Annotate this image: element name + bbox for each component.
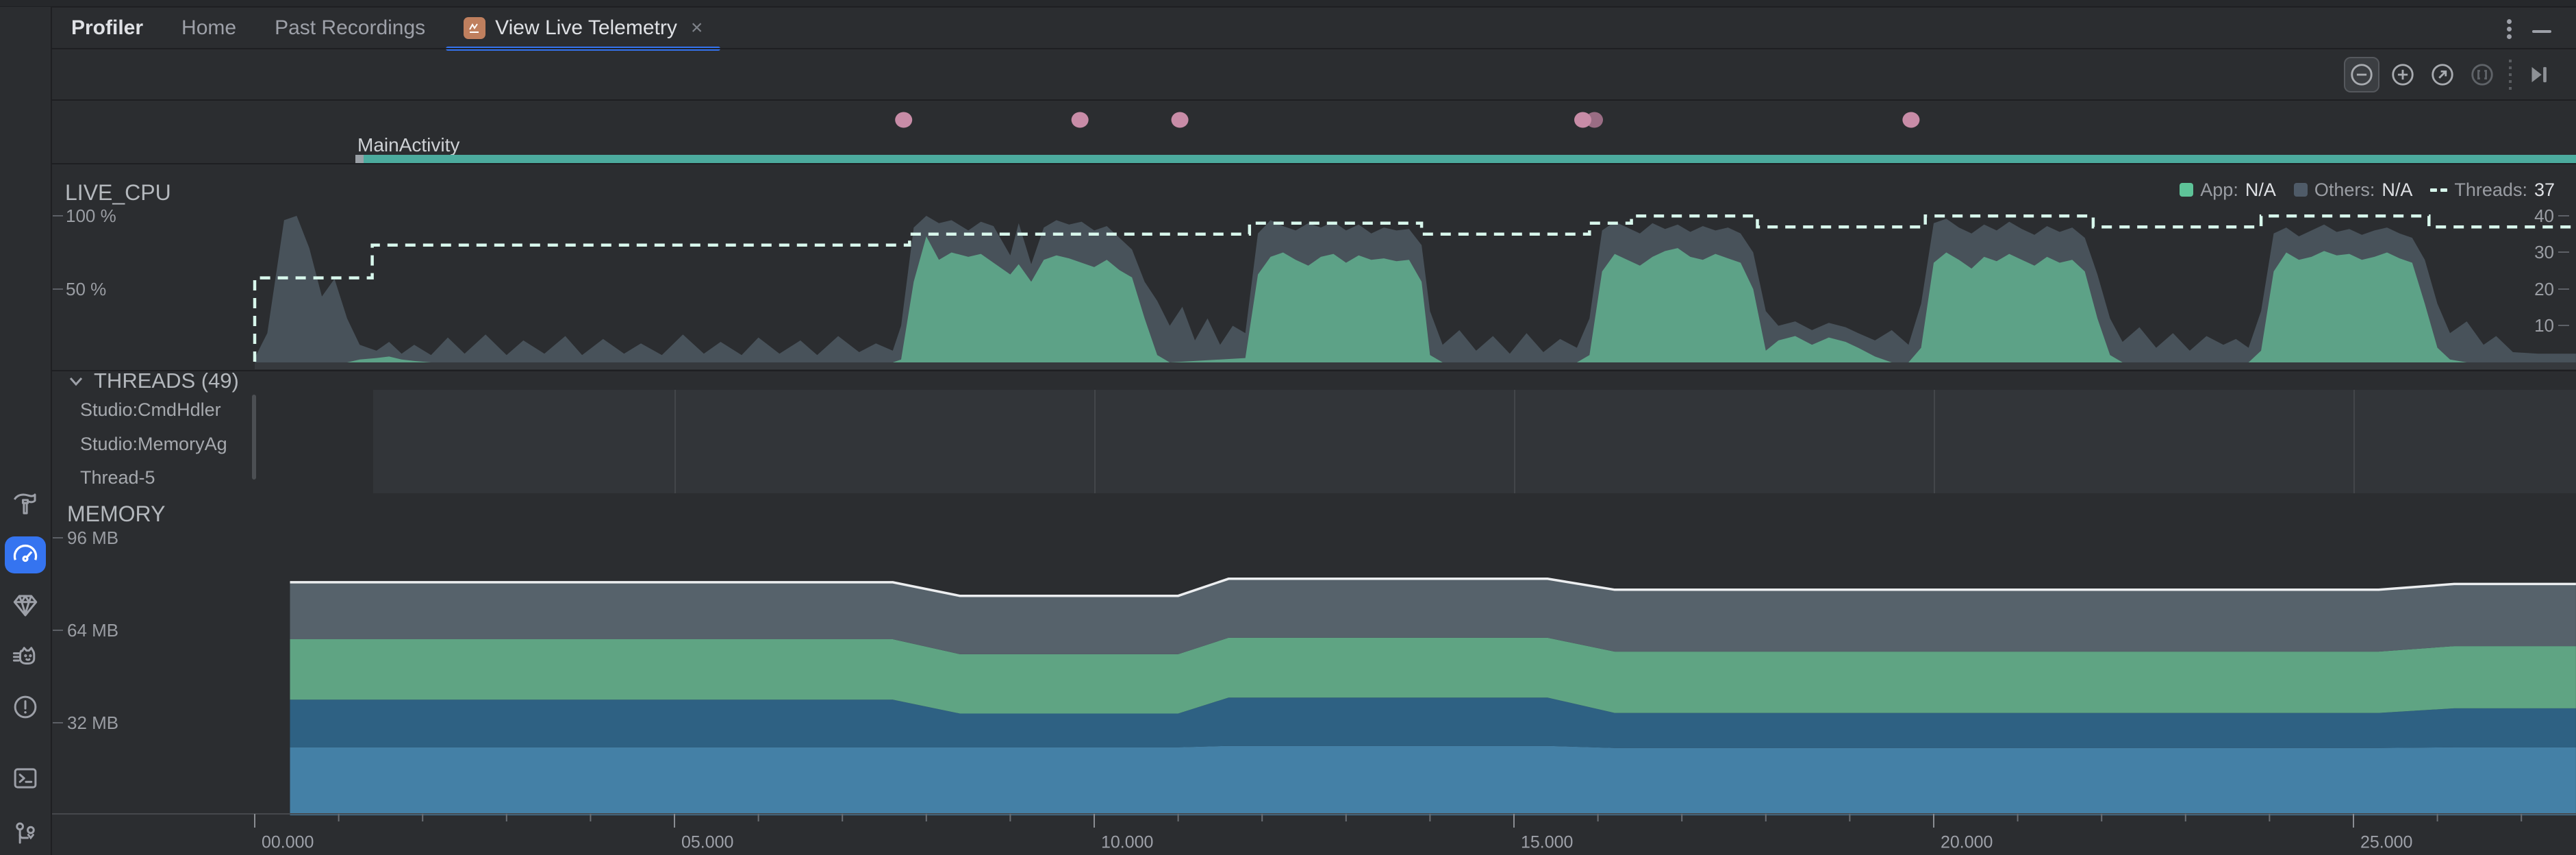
threads-gridline <box>1094 390 1096 493</box>
cpu-legend: App: N/A Others: N/A Threads: 37 <box>2180 179 2555 200</box>
timeline-label: 05.000 <box>681 833 733 852</box>
timeline-label: 20.000 <box>1941 833 1993 852</box>
cpu-section-title: LIVE_CPU <box>65 180 171 205</box>
cpu-axis-label: 100 % <box>66 206 116 226</box>
thread-row-thread-5[interactable]: Thread-5 <box>80 467 155 488</box>
legend-value: N/A <box>2382 179 2413 200</box>
threads-scrollbar[interactable] <box>252 395 256 480</box>
timeline-label: 10.000 <box>1101 833 1153 852</box>
memory-section-title: MEMORY <box>67 501 166 526</box>
threads-axis-label: 20 <box>2534 278 2554 299</box>
legend-value: N/A <box>2245 179 2276 200</box>
zoom-out-icon <box>2351 64 2373 86</box>
threads-gridline <box>674 390 676 493</box>
legend-label: Threads: <box>2454 179 2527 200</box>
threads-section-title[interactable]: THREADS (49) <box>94 369 239 393</box>
cpu-axis-tick <box>53 215 63 216</box>
sidebar-divider <box>51 7 52 855</box>
legend-label: App: <box>2200 179 2238 200</box>
tool-window-title: Profiler <box>71 16 144 39</box>
threads-axis-tick <box>2558 215 2569 217</box>
titlebar-divider <box>0 6 2576 8</box>
legend-value: 37 <box>2534 179 2555 200</box>
threads-axis-label: 10 <box>2534 314 2554 336</box>
telemetry-chart-icon <box>464 16 486 39</box>
tab-label: View Live Telemetry <box>495 16 677 39</box>
profiler-gauge-icon[interactable] <box>5 536 46 573</box>
threads-gridline <box>2353 390 2355 493</box>
memory-axis-label: 64 MB <box>67 619 119 641</box>
toolbar-separator <box>2509 60 2512 90</box>
tab-close-icon[interactable]: × <box>690 16 703 39</box>
threads-gridline <box>1514 390 1515 493</box>
cpu-usage-chart[interactable] <box>0 164 2576 380</box>
zoom-in-icon <box>2392 64 2414 86</box>
tab-label: Home <box>181 16 237 39</box>
event-track[interactable] <box>52 101 2576 163</box>
activity-lifecycle-bar[interactable] <box>364 155 2576 163</box>
tab-view-live-telemetry[interactable]: View Live Telemetry × <box>446 16 721 51</box>
event-markers <box>895 112 1920 128</box>
cpu-threads-divider <box>0 370 2576 371</box>
cpu-axis-label: 50 % <box>66 279 107 299</box>
threads-axis-tick <box>2558 251 2569 253</box>
legend-item-threads: Threads: 37 <box>2430 179 2555 201</box>
zoom-out-button[interactable] <box>2344 57 2379 92</box>
zoom-to-selection-icon <box>2471 64 2493 86</box>
threads-axis-label: 40 <box>2534 206 2554 227</box>
terminal-icon[interactable] <box>11 764 40 793</box>
git-branch-icon[interactable] <box>11 819 40 847</box>
threads-track-panel[interactable] <box>373 390 2576 493</box>
memory-usage-chart[interactable]: 00.000 05.000 10.000 15.000 20.000 25.000 <box>0 534 2576 855</box>
legend-swatch <box>2293 183 2308 197</box>
timeline-label: 25.000 <box>2360 833 2412 852</box>
threads-axis-label: 30 <box>2534 242 2554 263</box>
memory-axis-label: 96 MB <box>67 527 119 548</box>
thread-row-studio-memoryag[interactable]: Studio:MemoryAg <box>80 433 227 454</box>
activity-label: MainActivity <box>357 134 460 156</box>
reset-zoom-icon <box>2432 64 2453 86</box>
tool-window-sidebar <box>0 7 52 855</box>
memory-axis-tick <box>53 721 63 723</box>
reset-zoom-button[interactable] <box>2426 58 2459 91</box>
memory-axis-tick <box>53 536 63 538</box>
threads-gridline <box>1934 390 1935 493</box>
hide-tool-window-icon[interactable] <box>2532 30 2551 33</box>
profiler-toolbar <box>52 49 2576 100</box>
threads-dash-swatch <box>2430 188 2448 192</box>
gem-icon[interactable] <box>11 591 40 620</box>
problems-alert-icon[interactable] <box>11 693 40 721</box>
memory-axis-label: 32 MB <box>67 712 119 733</box>
timeline-label: 15.000 <box>1521 833 1573 852</box>
legend-item-others: Others: N/A <box>2293 179 2413 201</box>
running-cat-icon[interactable] <box>11 642 40 671</box>
legend-label: Others: <box>2314 179 2375 200</box>
skip-to-end-icon <box>2531 66 2547 83</box>
threads-axis-tick <box>2558 324 2569 326</box>
chevron-down-icon[interactable] <box>66 373 86 389</box>
tab-past-recordings[interactable]: Past Recordings <box>275 16 425 40</box>
legend-item-app: App: N/A <box>2180 179 2276 201</box>
tabrow-divider <box>0 48 2576 49</box>
timeline-label: 00.000 <box>262 833 314 852</box>
activity-bar-cap <box>355 155 364 163</box>
tab-label: Past Recordings <box>275 16 426 39</box>
title-bar <box>0 0 2576 7</box>
zoom-to-selection-button <box>2466 58 2499 91</box>
toolbar-divider <box>0 99 2576 101</box>
skip-to-end-button[interactable] <box>2522 58 2555 91</box>
event-row-divider <box>0 163 2576 164</box>
zoom-in-button[interactable] <box>2386 58 2419 91</box>
threads-axis-tick <box>2558 288 2569 290</box>
memory-axis-tick <box>53 629 63 631</box>
tab-home[interactable]: Home <box>181 16 236 40</box>
more-options-kebab-icon[interactable] <box>2503 19 2514 44</box>
build-hammer-icon[interactable] <box>11 490 40 519</box>
cpu-axis-tick <box>53 288 63 290</box>
legend-swatch <box>2180 183 2194 197</box>
tab-bar: Profiler Home Past Recordings View Live Te… <box>52 7 2576 51</box>
thread-row-studio-cmdhdler[interactable]: Studio:CmdHdler <box>80 399 221 420</box>
